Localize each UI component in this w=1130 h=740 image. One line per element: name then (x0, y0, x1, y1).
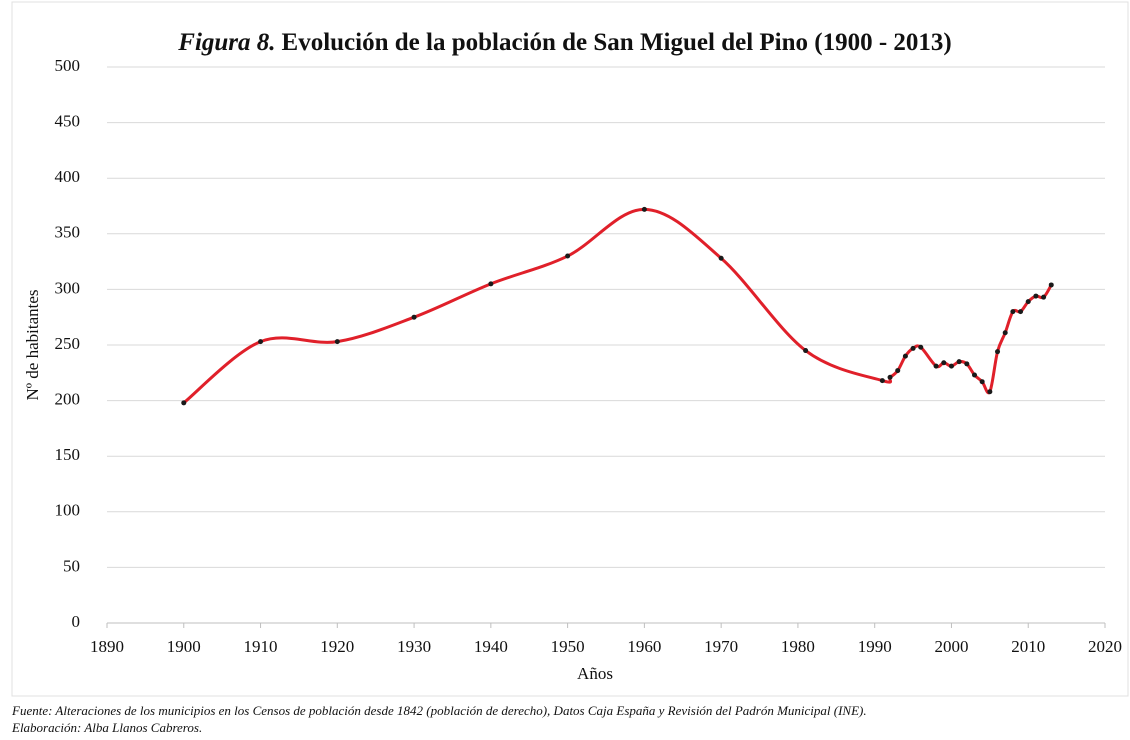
data-point (941, 360, 947, 366)
y-tick-label: 400 (55, 167, 81, 186)
data-point (1010, 309, 1016, 315)
x-tick-label: 1990 (858, 637, 892, 656)
data-point (411, 314, 417, 320)
x-tick-label: 2000 (934, 637, 968, 656)
data-point (964, 361, 970, 367)
data-point (895, 368, 901, 374)
x-axis-label: Años (577, 664, 613, 683)
x-tick-label: 1920 (320, 637, 354, 656)
x-tick-label: 2020 (1088, 637, 1122, 656)
y-tick-label: 450 (55, 112, 81, 131)
chart-title: Figura 8. Evolución de la población de Sa… (177, 29, 951, 56)
x-tick-label: 2010 (1011, 637, 1045, 656)
data-point (979, 379, 985, 385)
data-point (933, 363, 939, 369)
y-tick-label: 50 (63, 556, 80, 575)
source-note: Fuente: Alteraciones de los municipios e… (11, 703, 867, 718)
data-point (918, 344, 924, 350)
data-point (948, 363, 954, 369)
x-tick-label: 1910 (244, 637, 278, 656)
x-tick-label: 1930 (397, 637, 431, 656)
data-point (879, 378, 885, 384)
x-tick-label: 1890 (90, 637, 124, 656)
data-point (181, 400, 187, 406)
credit-note: Elaboración: Alba Llanos Cabreros. (11, 720, 202, 735)
data-point (1041, 294, 1047, 300)
data-point (334, 339, 340, 345)
data-point (1048, 282, 1054, 288)
data-point (956, 359, 962, 365)
data-point (565, 253, 571, 259)
data-point (971, 372, 977, 378)
y-tick-label: 500 (55, 56, 81, 75)
data-point (887, 374, 893, 380)
data-point (1002, 330, 1008, 336)
data-point (803, 348, 809, 354)
data-point (1018, 309, 1024, 315)
x-tick-label: 1980 (781, 637, 815, 656)
data-point (910, 345, 916, 351)
y-tick-label: 350 (55, 223, 81, 242)
data-point (258, 339, 264, 345)
x-tick-label: 1940 (474, 637, 508, 656)
data-point (1033, 293, 1039, 299)
data-point (718, 255, 724, 261)
y-tick-label: 300 (55, 278, 81, 297)
x-tick-label: 1960 (627, 637, 661, 656)
y-tick-label: 150 (55, 445, 81, 464)
data-point (641, 206, 647, 212)
y-tick-label: 100 (55, 501, 81, 520)
chart-frame (11, 1, 1129, 697)
y-tick-label: 200 (55, 390, 81, 409)
title-text: Evolución de la población de San Miguel … (282, 29, 952, 56)
data-point (987, 389, 993, 395)
y-tick-label: 250 (55, 334, 81, 353)
y-tick-label: 0 (72, 612, 81, 631)
data-point (902, 353, 908, 359)
data-line (182, 207, 1053, 404)
x-tick-label: 1950 (551, 637, 585, 656)
data-point (488, 281, 494, 287)
x-tick-label: 1900 (167, 637, 201, 656)
figure-label: Figura 8. (177, 29, 275, 56)
x-tick-label: 1970 (704, 637, 738, 656)
data-point (995, 349, 1001, 355)
data-point (1025, 299, 1031, 305)
y-axis-label: Nº de habitantes (23, 289, 42, 400)
